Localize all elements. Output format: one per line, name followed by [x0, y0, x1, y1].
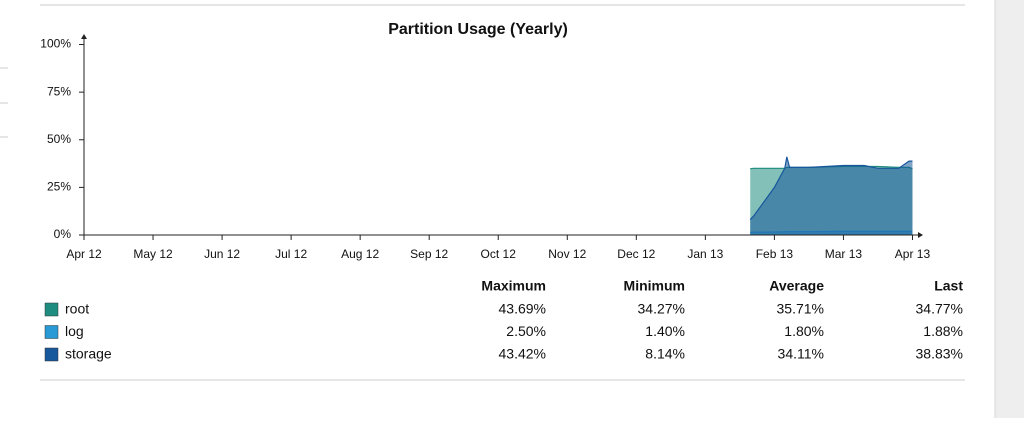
legend-label: log [65, 323, 84, 339]
x-tick-label: Apr 12 [66, 247, 102, 261]
x-tick-label: Nov 12 [548, 247, 586, 261]
x-tick-label: Oct 12 [481, 247, 517, 261]
area-line [749, 156, 913, 220]
legend-swatch [44, 302, 59, 317]
y-tick-label: 75% [47, 84, 71, 98]
x-tick-label: Dec 12 [617, 247, 655, 261]
column-header: Average [769, 278, 824, 294]
x-tick-label: Jan 13 [687, 247, 723, 261]
stat-value: 1.40% [645, 323, 685, 339]
stat-value: 1.80% [784, 323, 824, 339]
x-axis-arrow [918, 232, 923, 238]
side-panel [995, 0, 1024, 418]
x-tick-label: Aug 12 [341, 247, 379, 261]
stat-value: 1.88% [923, 323, 963, 339]
stat-value: 2.50% [506, 323, 546, 339]
area-fill [750, 156, 913, 235]
stat-value: 43.69% [499, 301, 546, 317]
stat-value: 35.71% [777, 301, 824, 317]
column-header: Minimum [624, 278, 685, 294]
x-tick-label: May 12 [133, 247, 173, 261]
y-tick-label: 50% [47, 132, 71, 146]
legend-label: root [65, 301, 89, 317]
stat-value: 43.42% [499, 346, 546, 362]
chart-title: Partition Usage (Yearly) [388, 21, 568, 38]
legend-swatch [44, 325, 59, 339]
column-header: Maximum [481, 278, 546, 294]
x-tick-label: Jun 12 [204, 247, 240, 261]
x-tick-label: Apr 13 [895, 247, 931, 261]
stat-value: 34.27% [638, 301, 685, 317]
legend-swatch [44, 347, 59, 362]
x-tick-label: Sep 12 [410, 247, 448, 261]
y-axis-arrow [81, 34, 87, 39]
x-tick-label: Jul 12 [275, 247, 307, 261]
stat-value: 34.77% [916, 301, 963, 317]
stat-value: 34.11% [778, 346, 824, 362]
y-tick-label: 100% [40, 37, 71, 51]
y-tick-label: 25% [47, 180, 71, 194]
column-header: Last [934, 278, 963, 294]
x-tick-label: Mar 13 [825, 247, 863, 261]
stat-value: 8.14% [645, 346, 685, 362]
x-tick-label: Feb 13 [756, 247, 794, 261]
legend-label: storage [65, 346, 112, 362]
stat-value: 38.83% [916, 346, 963, 362]
y-tick-label: 0% [54, 227, 72, 241]
